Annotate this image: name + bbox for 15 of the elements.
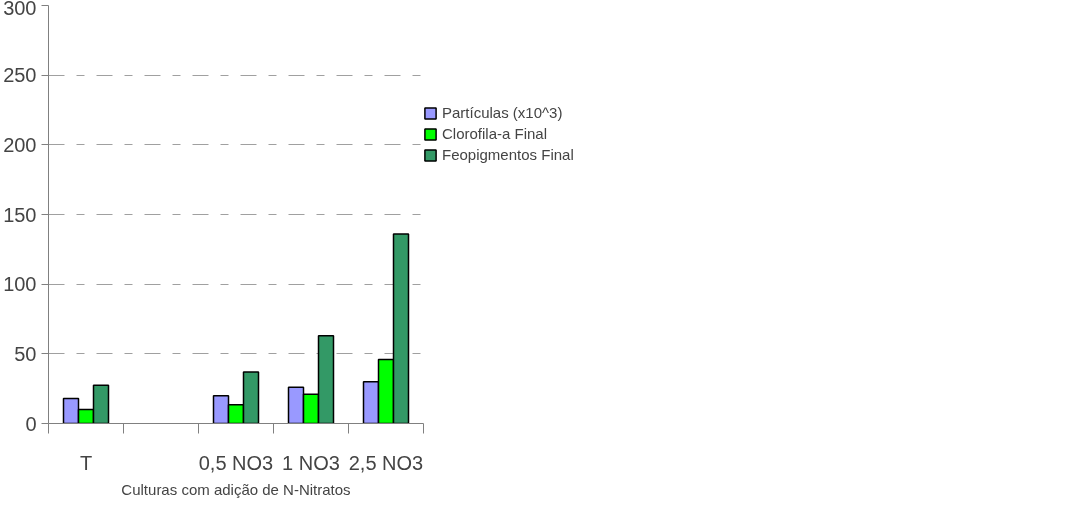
y-tick-label: 200 [3,133,37,156]
x-tick-label: 2,5 NO3 [348,451,424,474]
y-tick-label: 0 [25,412,37,435]
x-tick-label: 1 NO3 [282,451,340,474]
x-axis-title: Culturas com adição de N-Nitratos [121,480,351,498]
y-tick-label: 250 [3,64,37,87]
x-tick-label: T [79,451,93,474]
y-tick-label: 300 [3,0,37,19]
legend-label: Partículas (x10^3) [442,104,563,121]
legend-label: Feopigmentos Final [442,146,574,163]
y-tick-label: 150 [3,203,37,226]
legend-label: Clorofila-a Final [442,125,548,142]
y-tick-label: 50 [14,342,37,365]
y-tick-label: 100 [3,273,37,296]
x-tick-label: 0,5 NO3 [198,451,274,474]
